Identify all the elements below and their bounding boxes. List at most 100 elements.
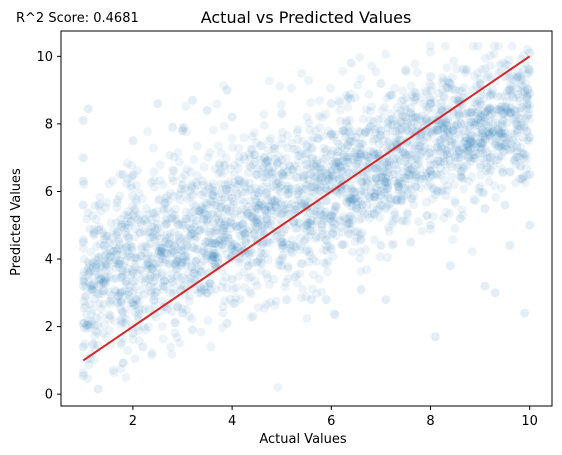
scatter-point: [85, 260, 94, 270]
scatter-point: [130, 259, 140, 269]
scatter-point: [422, 132, 432, 141]
scatter-point: [422, 211, 432, 220]
scatter-point: [426, 220, 435, 230]
scatter-point: [475, 74, 485, 84]
scatter-point: [479, 110, 489, 119]
scatter-point: [261, 211, 271, 221]
scatter-point: [459, 162, 469, 171]
scatter-point: [315, 173, 325, 183]
scatter-point: [392, 195, 402, 205]
scatter-point: [237, 187, 247, 197]
scatter-point: [309, 186, 319, 196]
scatter-point: [209, 217, 219, 227]
scatter-point: [166, 248, 176, 257]
scatter-point: [259, 121, 269, 130]
scatter-point: [426, 166, 435, 176]
scatter-point: [469, 117, 479, 127]
scatter-point: [384, 172, 394, 182]
scatter-point: [362, 175, 372, 185]
scatter-point: [507, 102, 517, 112]
scatter-point: [347, 126, 357, 136]
scatter-point: [392, 160, 402, 170]
scatter-point: [455, 214, 465, 223]
scatter-point: [227, 133, 237, 143]
scatter-point: [102, 248, 112, 258]
scatter-point: [79, 274, 89, 284]
scatter-point: [473, 108, 482, 118]
scatter-point: [432, 169, 442, 179]
scatter-point: [252, 211, 261, 221]
scatter-point: [266, 202, 276, 212]
scatter-point: [510, 114, 520, 124]
scatter-point: [250, 207, 260, 217]
scatter-point: [117, 268, 127, 278]
scatter-point: [431, 190, 441, 200]
scatter-point: [164, 239, 174, 249]
scatter-point: [448, 72, 458, 82]
scatter-point: [343, 157, 353, 167]
scatter-point: [295, 182, 305, 192]
scatter-point: [122, 267, 131, 277]
scatter-point: [196, 225, 206, 234]
scatter-point: [216, 203, 226, 212]
scatter-point: [519, 149, 529, 159]
scatter-point: [185, 222, 195, 232]
scatter-point: [336, 166, 346, 176]
scatter-point: [78, 371, 88, 381]
scatter-point: [261, 300, 271, 309]
scatter-point: [262, 238, 272, 248]
scatter-point: [337, 227, 347, 237]
scatter-point: [486, 165, 496, 175]
scatter-point: [239, 151, 249, 161]
scatter-point: [79, 323, 89, 333]
scatter-point: [495, 141, 505, 151]
scatter-point: [278, 241, 288, 250]
scatter-point: [266, 206, 276, 216]
scatter-point: [314, 274, 324, 284]
scatter-point: [206, 285, 216, 295]
scatter-point: [342, 155, 352, 165]
scatter-point: [136, 219, 146, 229]
scatter-point: [156, 296, 166, 306]
scatter-point: [235, 231, 245, 241]
scatter-point: [322, 236, 332, 246]
scatter-point: [445, 159, 455, 168]
scatter-point: [264, 201, 274, 211]
scatter-point: [180, 170, 190, 180]
scatter-point: [169, 237, 179, 247]
scatter-point: [444, 136, 454, 146]
scatter-point: [459, 138, 469, 148]
scatter-point: [336, 223, 346, 233]
scatter-point: [287, 138, 297, 148]
scatter-point: [181, 305, 191, 314]
scatter-point: [523, 110, 532, 120]
scatter-point: [172, 333, 182, 342]
scatter-point: [85, 224, 95, 234]
scatter-point: [467, 107, 477, 117]
scatter-point: [393, 178, 402, 188]
scatter-point: [132, 300, 142, 309]
scatter-point: [122, 290, 132, 300]
scatter-point: [448, 95, 458, 105]
scatter-point: [355, 247, 365, 257]
scatter-point: [305, 192, 315, 202]
scatter-point: [438, 73, 447, 83]
scatter-point: [153, 99, 163, 109]
scatter-point: [451, 139, 460, 149]
scatter-point: [510, 106, 520, 116]
scatter-point: [250, 195, 260, 205]
scatter-point: [130, 276, 140, 286]
scatter-point: [497, 101, 507, 111]
scatter-point: [272, 194, 282, 204]
scatter-point: [445, 130, 455, 140]
scatter-point: [525, 100, 535, 110]
scatter-point: [414, 145, 424, 155]
scatter-point: [195, 226, 205, 236]
scatter-point: [485, 103, 495, 112]
scatter-point: [205, 183, 214, 193]
scatter-point: [168, 173, 177, 183]
scatter-point: [512, 141, 522, 151]
scatter-point: [403, 185, 413, 195]
scatter-point: [439, 124, 449, 134]
scatter-point: [116, 297, 126, 307]
